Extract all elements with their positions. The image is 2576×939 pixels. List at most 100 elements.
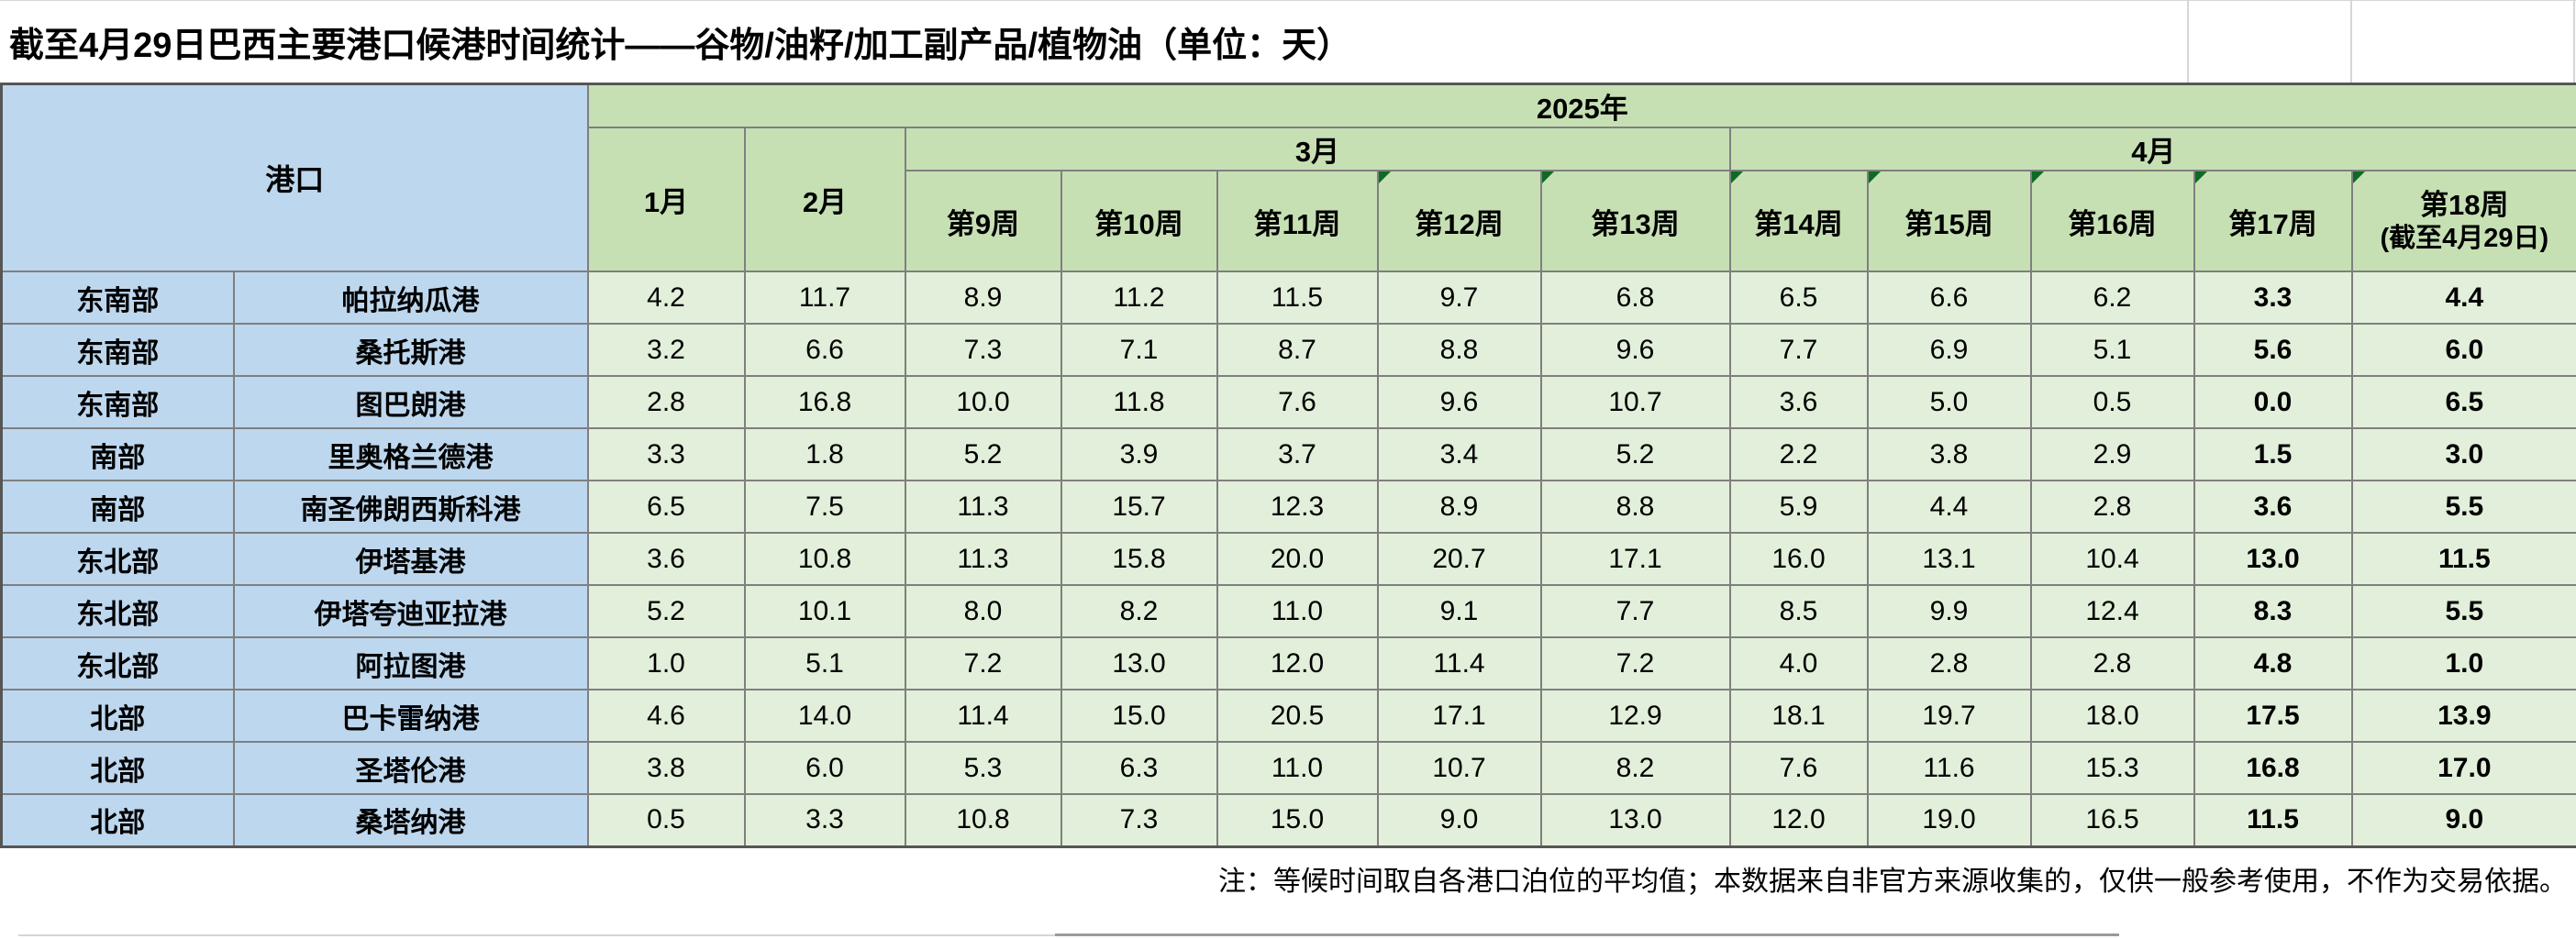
port-header-cell[interactable]: 港口 [0,83,589,272]
value-cell[interactable]: 20.7 [1376,532,1542,586]
value-cell[interactable]: 15.7 [1060,480,1218,534]
value-cell[interactable]: 5.5 [2350,480,2576,534]
value-cell[interactable]: 6.2 [2029,271,2195,325]
value-cell[interactable]: 6.3 [1060,741,1218,795]
value-cell[interactable]: 0.5 [586,793,746,847]
value-cell[interactable]: 10.8 [904,793,1062,847]
value-cell[interactable]: 7.2 [904,636,1062,690]
week-header-cell-12[interactable]: 第12周 [1376,170,1542,272]
value-cell[interactable]: 4.0 [1728,636,1869,690]
value-cell[interactable]: 7.3 [904,323,1062,377]
value-cell[interactable]: 18.0 [2029,689,2195,743]
value-cell[interactable]: 6.0 [743,741,906,795]
value-cell[interactable]: 3.3 [743,793,906,847]
value-cell[interactable]: 16.8 [743,375,906,429]
value-cell[interactable]: 7.7 [1728,323,1869,377]
month-header-cell-mar[interactable]: 3月 [904,127,1731,171]
value-cell[interactable]: 7.2 [1539,636,1731,690]
value-cell[interactable]: 1.0 [586,636,746,690]
value-cell[interactable]: 15.0 [1216,793,1379,847]
value-cell[interactable]: 8.2 [1539,741,1731,795]
week-header-cell-14[interactable]: 第14周 [1728,170,1869,272]
week-header-cell-10[interactable]: 第10周 [1060,170,1218,272]
value-cell[interactable]: 8.9 [1376,480,1542,534]
value-cell[interactable]: 6.5 [2350,375,2576,429]
port-cell[interactable]: 桑托斯港 [232,323,589,377]
value-cell[interactable]: 11.3 [904,480,1062,534]
value-cell[interactable]: 6.5 [1728,271,1869,325]
region-cell[interactable]: 北部 [0,741,235,795]
region-cell[interactable]: 东南部 [0,375,235,429]
value-cell[interactable]: 15.3 [2029,741,2195,795]
value-cell[interactable]: 9.6 [1376,375,1542,429]
value-cell[interactable]: 11.7 [743,271,906,325]
value-cell[interactable]: 19.0 [1866,793,2032,847]
value-cell[interactable]: 2.2 [1728,427,1869,481]
value-cell[interactable]: 9.0 [2350,793,2576,847]
value-cell[interactable]: 8.2 [1060,584,1218,638]
value-cell[interactable]: 11.6 [1866,741,2032,795]
value-cell[interactable]: 9.9 [1866,584,2032,638]
value-cell[interactable]: 1.8 [743,427,906,481]
value-cell[interactable]: 11.8 [1060,375,1218,429]
value-cell[interactable]: 11.4 [904,689,1062,743]
value-cell[interactable]: 8.0 [904,584,1062,638]
value-cell[interactable]: 7.5 [743,480,906,534]
value-cell[interactable]: 18.1 [1728,689,1869,743]
month-header-cell-apr[interactable]: 4月 [1728,127,2576,171]
value-cell[interactable]: 2.8 [2029,636,2195,690]
value-cell[interactable]: 5.2 [1539,427,1731,481]
value-cell[interactable]: 9.6 [1539,323,1731,377]
value-cell[interactable]: 3.3 [586,427,746,481]
value-cell[interactable]: 6.9 [1866,323,2032,377]
value-cell[interactable]: 6.6 [1866,271,2032,325]
value-cell[interactable]: 11.0 [1216,741,1379,795]
value-cell[interactable]: 3.6 [586,532,746,586]
year-header-cell[interactable]: 2025年 [586,83,2576,128]
week-header-cell-13[interactable]: 第13周 [1539,170,1731,272]
value-cell[interactable]: 8.7 [1216,323,1379,377]
value-cell[interactable]: 10.7 [1539,375,1731,429]
value-cell[interactable]: 10.7 [1376,741,1542,795]
value-cell[interactable]: 5.2 [586,584,746,638]
value-cell[interactable]: 5.9 [1728,480,1869,534]
value-cell[interactable]: 2.8 [1866,636,2032,690]
port-cell[interactable]: 里奥格兰德港 [232,427,589,481]
value-cell[interactable]: 12.0 [1216,636,1379,690]
value-cell[interactable]: 11.5 [2193,793,2353,847]
value-cell[interactable]: 3.6 [1728,375,1869,429]
value-cell[interactable]: 7.1 [1060,323,1218,377]
value-cell[interactable]: 17.5 [2193,689,2353,743]
value-cell[interactable]: 17.1 [1539,532,1731,586]
value-cell[interactable]: 4.6 [586,689,746,743]
region-cell[interactable]: 东南部 [0,271,235,325]
value-cell[interactable]: 5.1 [2029,323,2195,377]
month-header-cell-feb[interactable]: 2月 [743,127,906,272]
region-cell[interactable]: 南部 [0,480,235,534]
value-cell[interactable]: 3.4 [1376,427,1542,481]
port-cell[interactable]: 伊塔夸迪亚拉港 [232,584,589,638]
value-cell[interactable]: 8.9 [904,271,1062,325]
week-header-cell-15[interactable]: 第15周 [1866,170,2032,272]
value-cell[interactable]: 3.3 [2193,271,2353,325]
week-header-cell-9[interactable]: 第9周 [904,170,1062,272]
value-cell[interactable]: 1.5 [2193,427,2353,481]
value-cell[interactable]: 10.1 [743,584,906,638]
value-cell[interactable]: 10.0 [904,375,1062,429]
region-cell[interactable]: 东北部 [0,636,235,690]
value-cell[interactable]: 8.3 [2193,584,2353,638]
value-cell[interactable]: 13.1 [1866,532,2032,586]
value-cell[interactable]: 12.4 [2029,584,2195,638]
value-cell[interactable]: 20.5 [1216,689,1379,743]
value-cell[interactable]: 2.8 [586,375,746,429]
port-cell[interactable]: 桑塔纳港 [232,793,589,847]
value-cell[interactable]: 5.3 [904,741,1062,795]
value-cell[interactable]: 8.8 [1539,480,1731,534]
value-cell[interactable]: 17.0 [2350,741,2576,795]
value-cell[interactable]: 3.8 [586,741,746,795]
region-cell[interactable]: 东南部 [0,323,235,377]
value-cell[interactable]: 15.0 [1060,689,1218,743]
value-cell[interactable]: 4.2 [586,271,746,325]
value-cell[interactable]: 9.1 [1376,584,1542,638]
value-cell[interactable]: 14.0 [743,689,906,743]
